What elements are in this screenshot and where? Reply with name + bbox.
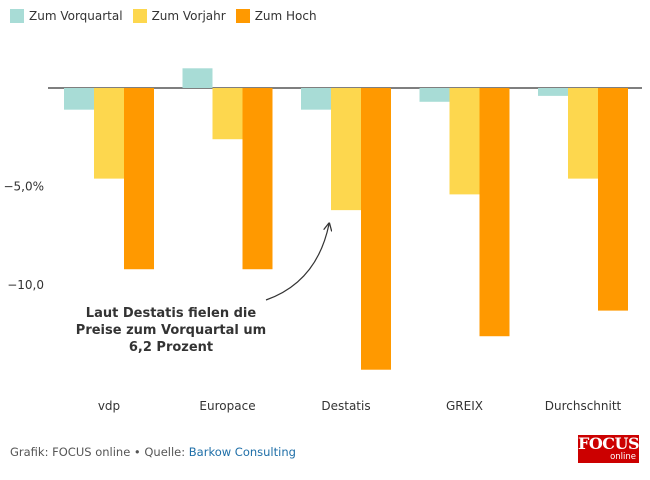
bar-durchschnitt-zum-vorquartal: [538, 88, 568, 96]
source-link[interactable]: Barkow Consulting: [188, 445, 296, 459]
legend-swatch: [10, 9, 24, 23]
category-label-destatis: Destatis: [321, 399, 370, 413]
legend-swatch: [132, 9, 147, 23]
bar-destatis-zum-vorquartal: [301, 88, 331, 110]
legend-swatch: [235, 9, 250, 23]
category-label-vdp: vdp: [98, 399, 120, 413]
bar-vdp-zum-vorquartal: [64, 88, 94, 110]
annotation-text: Laut Destatis fielen die Preise zum Vorqu…: [76, 306, 266, 355]
bar-durchschnitt-zum-hoch: [598, 88, 628, 311]
logo-wordmark: FOCUS: [578, 434, 640, 453]
focus-online-logo: FOCUS online: [578, 434, 640, 463]
chart-legend: Zum Vorquartal Zum Vorjahr Zum Hoch: [10, 9, 327, 23]
bar-greix-zum-vorjahr: [449, 88, 480, 195]
annotation-line: 6,2 Prozent: [129, 340, 213, 355]
annotation-line: Laut Destatis fielen die: [86, 306, 257, 321]
bar-destatis-zum-hoch: [361, 88, 391, 370]
bar-chart: −5,0% −10,0 vdp Europace Destatis GREIX Durch…: [3, 68, 642, 413]
legend-item-zum-hoch: Zum Hoch: [235, 9, 317, 23]
bar-destatis-zum-vorjahr: [331, 88, 361, 211]
category-label-europace: Europace: [199, 399, 255, 413]
bar-greix-zum-vorquartal: [419, 88, 450, 102]
logo-subtext: online: [610, 452, 636, 462]
bar-durchschnitt-zum-vorjahr: [568, 88, 598, 179]
annotation-line: Preise zum Vorquartal um: [76, 323, 266, 338]
bar-vdp-zum-vorjahr: [94, 88, 124, 179]
annotation-arrow: [265, 224, 329, 301]
bar-europace-zum-vorquartal: [182, 68, 213, 88]
legend-label: Zum Vorjahr: [151, 9, 226, 23]
legend-item-zum-vorquartal: Zum Vorquartal: [10, 9, 123, 23]
legend-label: Zum Hoch: [254, 9, 317, 23]
chart-footer: Grafik: FOCUS online • Quelle: Barkow Co…: [10, 445, 296, 459]
legend-item-zum-vorjahr: Zum Vorjahr: [132, 9, 226, 23]
y-tick-label: −5,0%: [3, 180, 44, 194]
bar-europace-zum-vorjahr: [212, 88, 243, 140]
category-label-durchschnitt: Durchschnitt: [545, 399, 622, 413]
y-tick-label: −10,0: [7, 278, 44, 292]
category-label-greix: GREIX: [446, 399, 483, 413]
footer-credit: Grafik: FOCUS online • Quelle:: [10, 445, 189, 459]
bar-vdp-zum-hoch: [124, 88, 154, 270]
bar-greix-zum-hoch: [479, 88, 510, 337]
bar-europace-zum-hoch: [242, 88, 273, 270]
legend-label: Zum Vorquartal: [29, 9, 123, 23]
